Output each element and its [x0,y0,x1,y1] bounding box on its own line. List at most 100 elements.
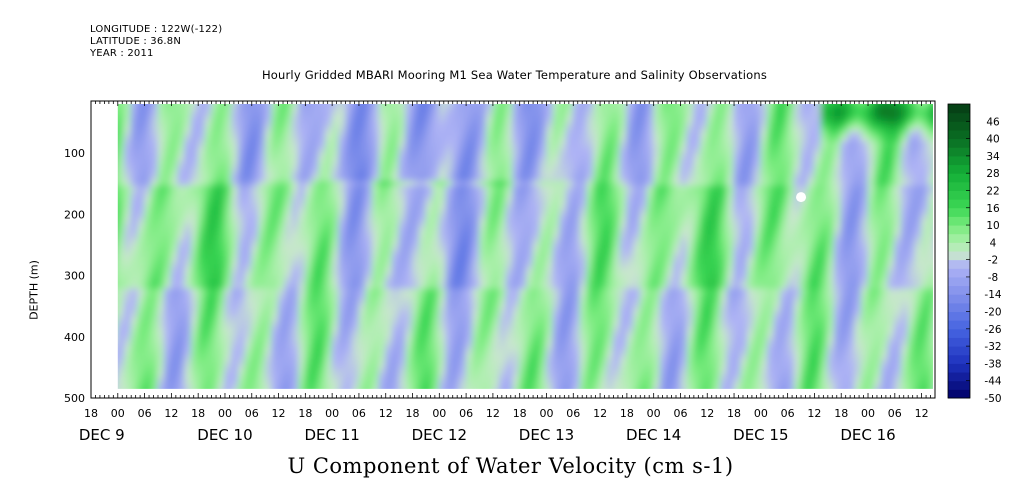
heatmap-cell [572,229,581,236]
heatmap-cell [612,136,621,143]
heatmap-cell [445,112,454,119]
heatmap-cell [492,244,501,251]
heatmap-cell [391,126,400,133]
heatmap-cell [331,156,340,163]
heatmap-cell [324,156,333,163]
heatmap-cell [231,229,240,236]
heatmap-cell [358,121,367,129]
heatmap-cell [525,322,534,329]
heatmap-cell [231,322,240,329]
heatmap-cell [284,190,293,197]
heatmap-cell [452,180,461,187]
heatmap-cell [237,264,246,271]
heatmap-cell [606,136,615,143]
heatmap-cell [345,376,353,383]
heatmap-cell [170,151,179,158]
heatmap-cell [418,347,427,354]
heatmap-cell [231,264,240,271]
heatmap-cell [465,175,474,182]
heatmap-cell [465,200,474,207]
heatmap-cell [479,244,487,251]
heatmap-cell [331,229,340,236]
heatmap-cell [606,234,615,241]
heatmap-cell [311,156,320,163]
heatmap-cell [626,180,635,187]
heatmap-cell [633,107,641,114]
heatmap-cell [438,303,447,310]
heatmap-cell [157,254,166,261]
heatmap-cell [211,332,219,339]
heatmap-cell [345,126,353,133]
heatmap-cell [465,180,474,187]
heatmap-cell [626,215,635,222]
heatmap-cell [626,210,635,217]
heatmap-cell [385,347,394,354]
heatmap-cell [264,107,273,114]
heatmap-cell [425,136,434,143]
heatmap-cell [385,308,394,315]
heatmap-cell [391,136,400,143]
heatmap-cell [458,278,467,285]
heatmap-cell [338,259,347,266]
heatmap-cell [391,161,400,168]
heatmap-cell [365,288,374,295]
heatmap-cell [104,386,112,392]
heatmap-cell [244,259,253,266]
heatmap-cell [211,151,219,158]
heatmap-cell [157,391,165,397]
heatmap-cell [639,215,648,222]
heatmap-cell [405,200,414,207]
heatmap-cell [117,131,126,138]
heatmap-cell [324,215,333,222]
heatmap-cell [579,386,588,389]
heatmap-cell [412,166,420,173]
heatmap-cell [485,117,494,124]
heatmap-cell [190,146,199,153]
heatmap-cell [351,352,360,359]
heatmap-cell [479,298,487,305]
heatmap-cell [284,347,293,354]
heatmap-cell [458,161,467,168]
heatmap-cell [351,332,360,339]
heatmap-cell [170,317,179,324]
heatmap-cell [378,376,387,383]
heatmap-cell [177,254,186,261]
heatmap-cell [545,366,554,373]
heatmap-cell [639,352,648,359]
heatmap-cell [545,317,554,324]
heatmap-cell [472,224,481,231]
heatmap-cell [137,293,146,300]
heatmap-cell [619,170,628,178]
heatmap-cell [304,180,313,187]
heatmap-cell [204,151,213,158]
heatmap-cell [278,210,286,217]
heatmap-cell [224,215,233,222]
heatmap-cell [371,357,380,364]
heatmap-cell [217,303,226,310]
heatmap-cell [311,126,320,133]
heatmap-cell [512,278,521,285]
heatmap-cell [432,136,441,143]
heatmap-cell [311,322,320,329]
heatmap-cell [412,161,420,168]
heatmap-cell [271,151,280,158]
heatmap-cell [633,293,641,300]
heatmap-cell [371,381,380,388]
heatmap-cell [432,352,441,359]
heatmap-cell [532,131,541,138]
heatmap-cell [204,352,213,359]
heatmap-cell [579,210,588,217]
heatmap-cell [532,386,541,389]
heatmap-cell [606,268,615,276]
heatmap-cell [612,308,621,315]
heatmap-cell [351,327,360,334]
heatmap-cell [398,107,407,114]
heatmap-cell [358,312,367,320]
heatmap-cell [458,283,467,290]
heatmap-cell [197,381,206,388]
heatmap-cell [445,126,454,133]
heatmap-cell [619,224,628,231]
heatmap-cell [539,352,548,359]
heatmap-cell [492,170,501,178]
heatmap-cell [452,141,461,148]
